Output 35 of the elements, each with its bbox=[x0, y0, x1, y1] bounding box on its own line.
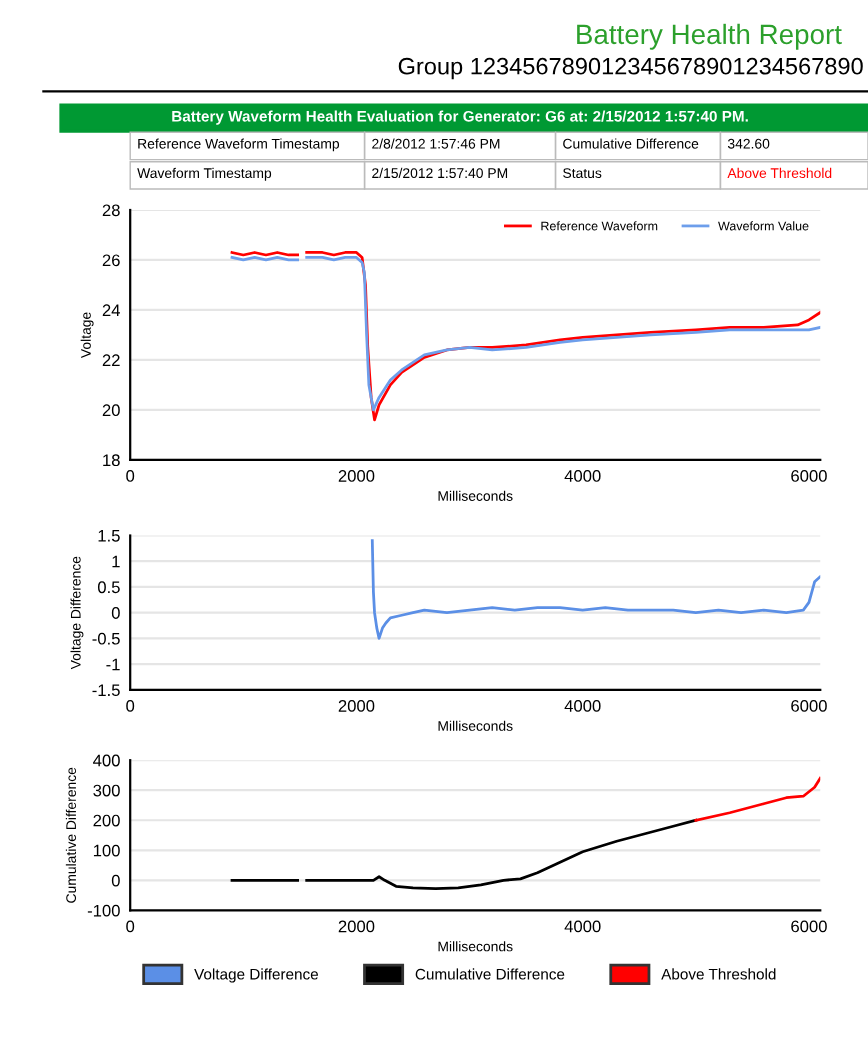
y-tick-label: 24 bbox=[102, 304, 120, 316]
line-series bbox=[694, 776, 821, 822]
x-tick-label: 4000 bbox=[564, 470, 601, 482]
line-series bbox=[370, 539, 821, 640]
x-tick-label: 2000 bbox=[338, 920, 375, 933]
chart-title: Battery Health Report bbox=[577, 23, 842, 50]
y-tick-label: 200 bbox=[93, 814, 120, 827]
y-tick-label: 100 bbox=[93, 844, 120, 857]
x-tick-label: 4000 bbox=[564, 920, 601, 933]
y-tick-label: 1.5 bbox=[98, 530, 120, 542]
x-tick-label: 6000 bbox=[791, 470, 827, 482]
y-tick-label: -1 bbox=[106, 658, 120, 671]
y-tick-label: 20 bbox=[102, 404, 120, 417]
y-tick-label: 0 bbox=[111, 874, 120, 887]
y-tick-label: -100 bbox=[87, 904, 120, 917]
y-tick-label: 0.5 bbox=[97, 581, 120, 594]
y-tick-label: 1 bbox=[112, 555, 120, 568]
x-tick-label: 0 bbox=[126, 470, 135, 482]
x-tick-label: 0 bbox=[126, 700, 135, 712]
y-tick-label: -0.5 bbox=[92, 632, 120, 645]
y-tick-label: 0 bbox=[111, 607, 120, 619]
x-tick-label: 2000 bbox=[338, 700, 375, 712]
x-tick-label: 6000 bbox=[791, 920, 827, 933]
y-tick-label: 28 bbox=[102, 204, 120, 217]
y-tick-label: 400 bbox=[93, 754, 120, 767]
y-tick-label: 300 bbox=[93, 784, 120, 797]
x-tick-label: 4000 bbox=[564, 700, 601, 712]
chart-subtitle: Group 123456789012345678901234567890 bbox=[398, 57, 863, 80]
y-tick-label: -1.5 bbox=[92, 684, 120, 697]
x-tick-label: 6000 bbox=[791, 700, 827, 712]
y-tick-label: 18 bbox=[103, 454, 120, 467]
x-tick-label: 0 bbox=[126, 920, 135, 933]
x-tick-label: 2000 bbox=[338, 470, 375, 482]
y-tick-label: 26 bbox=[102, 254, 120, 267]
y-tick-label: 22 bbox=[102, 354, 120, 366]
